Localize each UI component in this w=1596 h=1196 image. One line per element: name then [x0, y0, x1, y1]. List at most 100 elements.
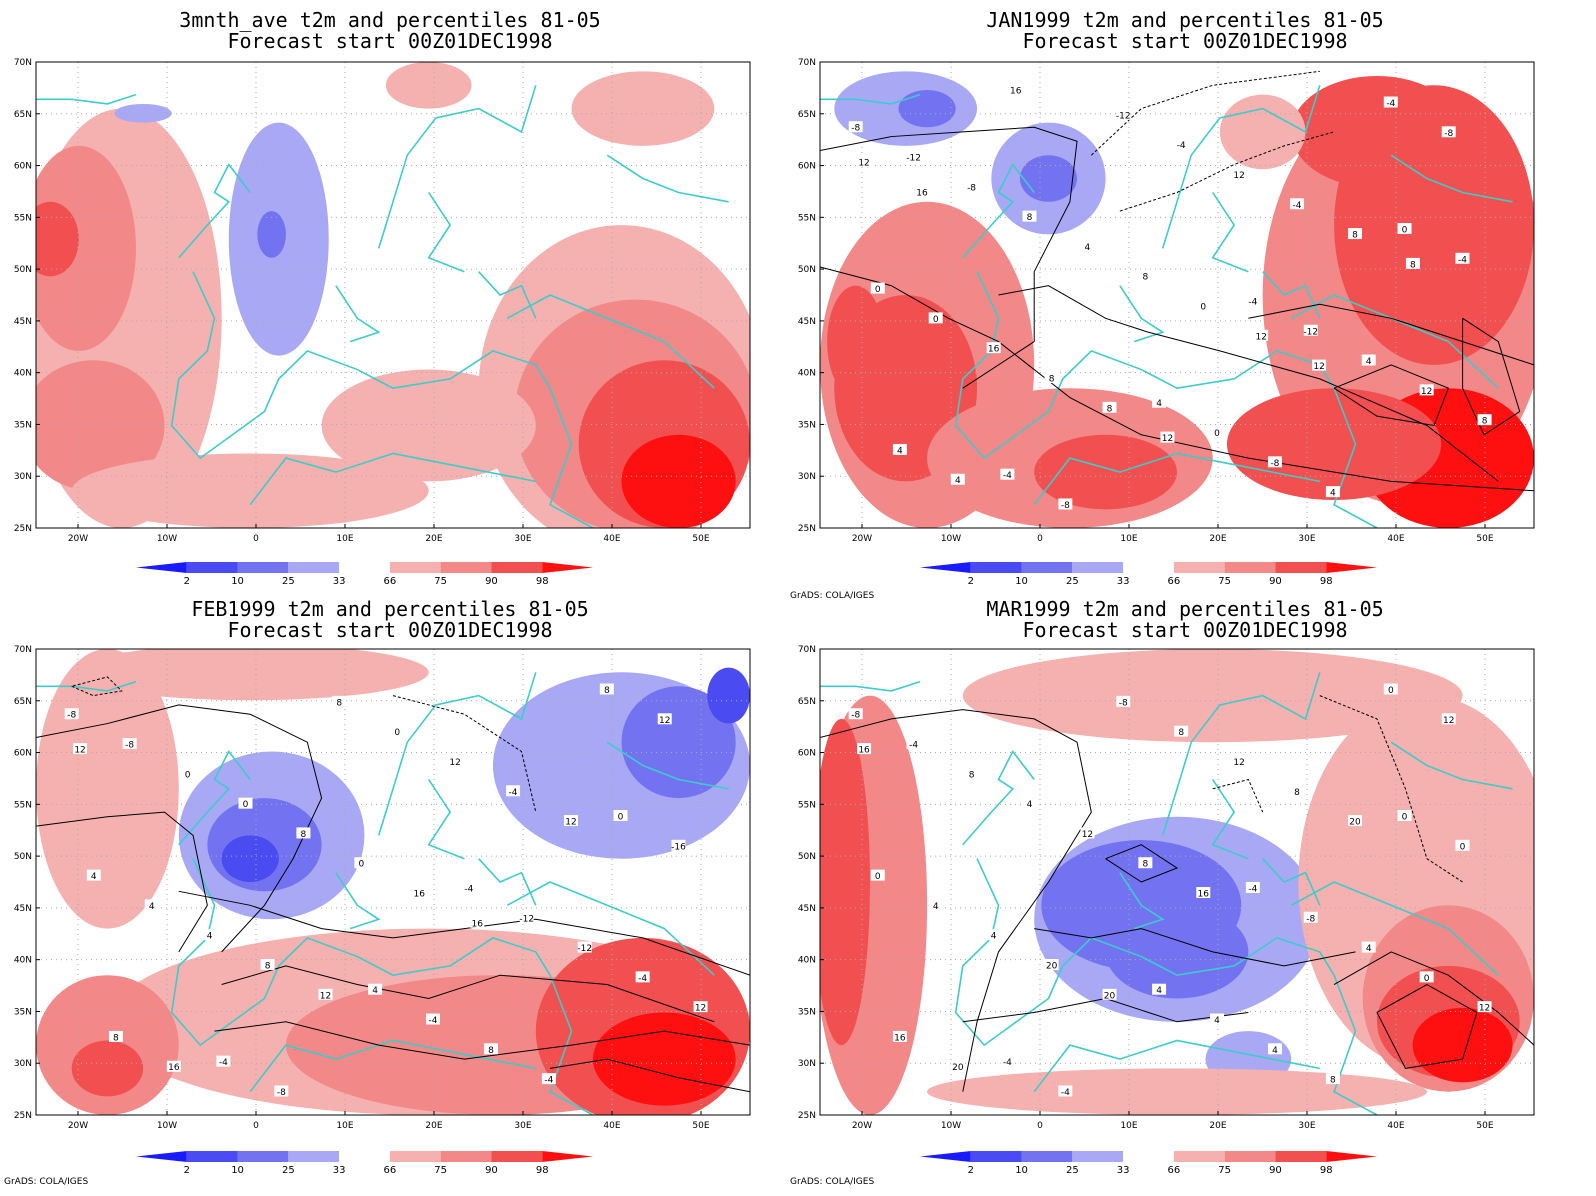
- svg-text:0: 0: [1388, 686, 1394, 696]
- latitude-label: 70N: [14, 645, 32, 655]
- latitude-label: 65N: [14, 110, 32, 120]
- latitude-label: 45N: [798, 317, 816, 327]
- svg-text:12: 12: [74, 746, 85, 756]
- colorbar: 2 10 25 33 66 75 90 98: [136, 562, 593, 587]
- contour-label: 12: [1419, 384, 1434, 397]
- longitude-label: 10W: [941, 1121, 961, 1131]
- percentile-region: [36, 201, 79, 277]
- temperature-contour: [820, 266, 1534, 492]
- svg-text:12: 12: [1233, 171, 1244, 181]
- longitude-label: 10W: [941, 534, 961, 544]
- latitude-label: 45N: [14, 904, 32, 914]
- svg-text:0: 0: [1424, 974, 1430, 984]
- longitude-label: 40E: [603, 1121, 620, 1131]
- svg-text:12: 12: [695, 1004, 706, 1014]
- svg-text:4: 4: [955, 476, 961, 486]
- colorbar-label: 66: [1168, 576, 1181, 587]
- latitude-label: 40N: [798, 369, 816, 379]
- svg-text:16: 16: [414, 890, 426, 900]
- colorbar-arrow-left: [920, 562, 971, 573]
- contour-label: -12: [1116, 108, 1131, 121]
- contour-label: 0: [354, 857, 369, 870]
- colorbar-segment: [1275, 1151, 1327, 1162]
- longitude-label: 30E: [514, 1121, 531, 1131]
- svg-text:0: 0: [243, 800, 249, 810]
- svg-text:0: 0: [875, 872, 881, 882]
- svg-text:8: 8: [1330, 1076, 1336, 1086]
- contour-label: 4: [144, 899, 159, 912]
- coastline: [1033, 452, 1320, 506]
- colorbar-segment: [1224, 562, 1276, 573]
- temperature-contour: [549, 1058, 750, 1093]
- contour-label: 8: [296, 827, 311, 840]
- svg-text:8: 8: [1049, 374, 1055, 384]
- contour-label: 4: [86, 869, 101, 882]
- temperature-contour: [36, 704, 323, 953]
- contour-label: 0: [870, 869, 885, 882]
- contour-label: 4: [1210, 1013, 1225, 1026]
- contour-label: 0: [928, 312, 943, 325]
- latitude-label: 40N: [14, 956, 32, 966]
- svg-text:-4: -4: [464, 884, 473, 894]
- latitude-label: 25N: [798, 524, 816, 534]
- contour-label: 4: [950, 473, 965, 486]
- colorbar-label: 10: [231, 1165, 244, 1176]
- temperature-contour: [820, 709, 1092, 1092]
- contour-label: 12: [448, 755, 463, 768]
- coastline: [427, 192, 465, 273]
- svg-text:8: 8: [1294, 788, 1300, 798]
- coastline: [1262, 858, 1321, 906]
- svg-text:-8: -8: [967, 183, 976, 193]
- contour-label: 4: [892, 443, 907, 456]
- colorbar-label: 33: [1117, 576, 1130, 587]
- coastline: [1161, 85, 1321, 249]
- svg-text:12: 12: [320, 991, 331, 1001]
- svg-text:-4: -4: [1177, 141, 1186, 151]
- latitude-label: 60N: [798, 162, 816, 172]
- latitude-label: 40N: [14, 369, 32, 379]
- coastline: [606, 741, 729, 790]
- svg-text:-8: -8: [125, 741, 134, 751]
- panel-title-line1: FEB1999 t2m and percentiles 81-05: [191, 597, 589, 621]
- contour-label: -4: [506, 785, 521, 798]
- contour-label: -8: [274, 1085, 289, 1098]
- svg-text:4: 4: [372, 986, 378, 996]
- colorbar-segment: [1173, 562, 1225, 573]
- coastline: [1211, 779, 1249, 860]
- temperature-contour: [1333, 364, 1449, 427]
- svg-text:-4: -4: [1248, 884, 1257, 894]
- svg-text:12: 12: [858, 159, 869, 169]
- svg-text:0: 0: [1402, 812, 1408, 822]
- percentile-region: [221, 835, 279, 882]
- coastline: [478, 271, 537, 319]
- panel-title-line1: 3mnth_ave t2m and percentiles 81-05: [179, 8, 601, 32]
- svg-text:-12: -12: [1116, 111, 1131, 121]
- contour-label: 4: [1152, 396, 1167, 409]
- colorbar-label: 66: [384, 576, 397, 587]
- colorbar-label: 90: [1269, 576, 1282, 587]
- svg-text:-8: -8: [1444, 129, 1453, 139]
- colorbar-label: 98: [1320, 576, 1333, 587]
- contour-label: 8: [332, 695, 347, 708]
- contour-label: 4: [1267, 1043, 1282, 1056]
- svg-text:0: 0: [1200, 303, 1206, 313]
- svg-text:16: 16: [471, 919, 483, 929]
- contour-label: 16: [857, 743, 872, 756]
- latitude-label: 35N: [14, 420, 32, 430]
- coastline: [506, 881, 715, 976]
- contour-label: -4: [1058, 1085, 1073, 1098]
- svg-text:12: 12: [1443, 716, 1454, 726]
- longitude-label: 20W: [68, 534, 88, 544]
- longitude-label: 50E: [1476, 1121, 1493, 1131]
- svg-text:8: 8: [488, 1046, 494, 1056]
- svg-text:-12: -12: [1303, 327, 1318, 337]
- coastline: [1290, 881, 1499, 976]
- coastline: [606, 154, 729, 203]
- svg-text:8: 8: [113, 1033, 119, 1043]
- longitude-label: 20E: [425, 534, 442, 544]
- svg-text:4: 4: [1027, 800, 1033, 810]
- contour-label: 12: [1254, 329, 1269, 342]
- latitude-label: 30N: [798, 1059, 816, 1069]
- colorbar-segment: [1275, 562, 1327, 573]
- percentile-region: [257, 211, 286, 258]
